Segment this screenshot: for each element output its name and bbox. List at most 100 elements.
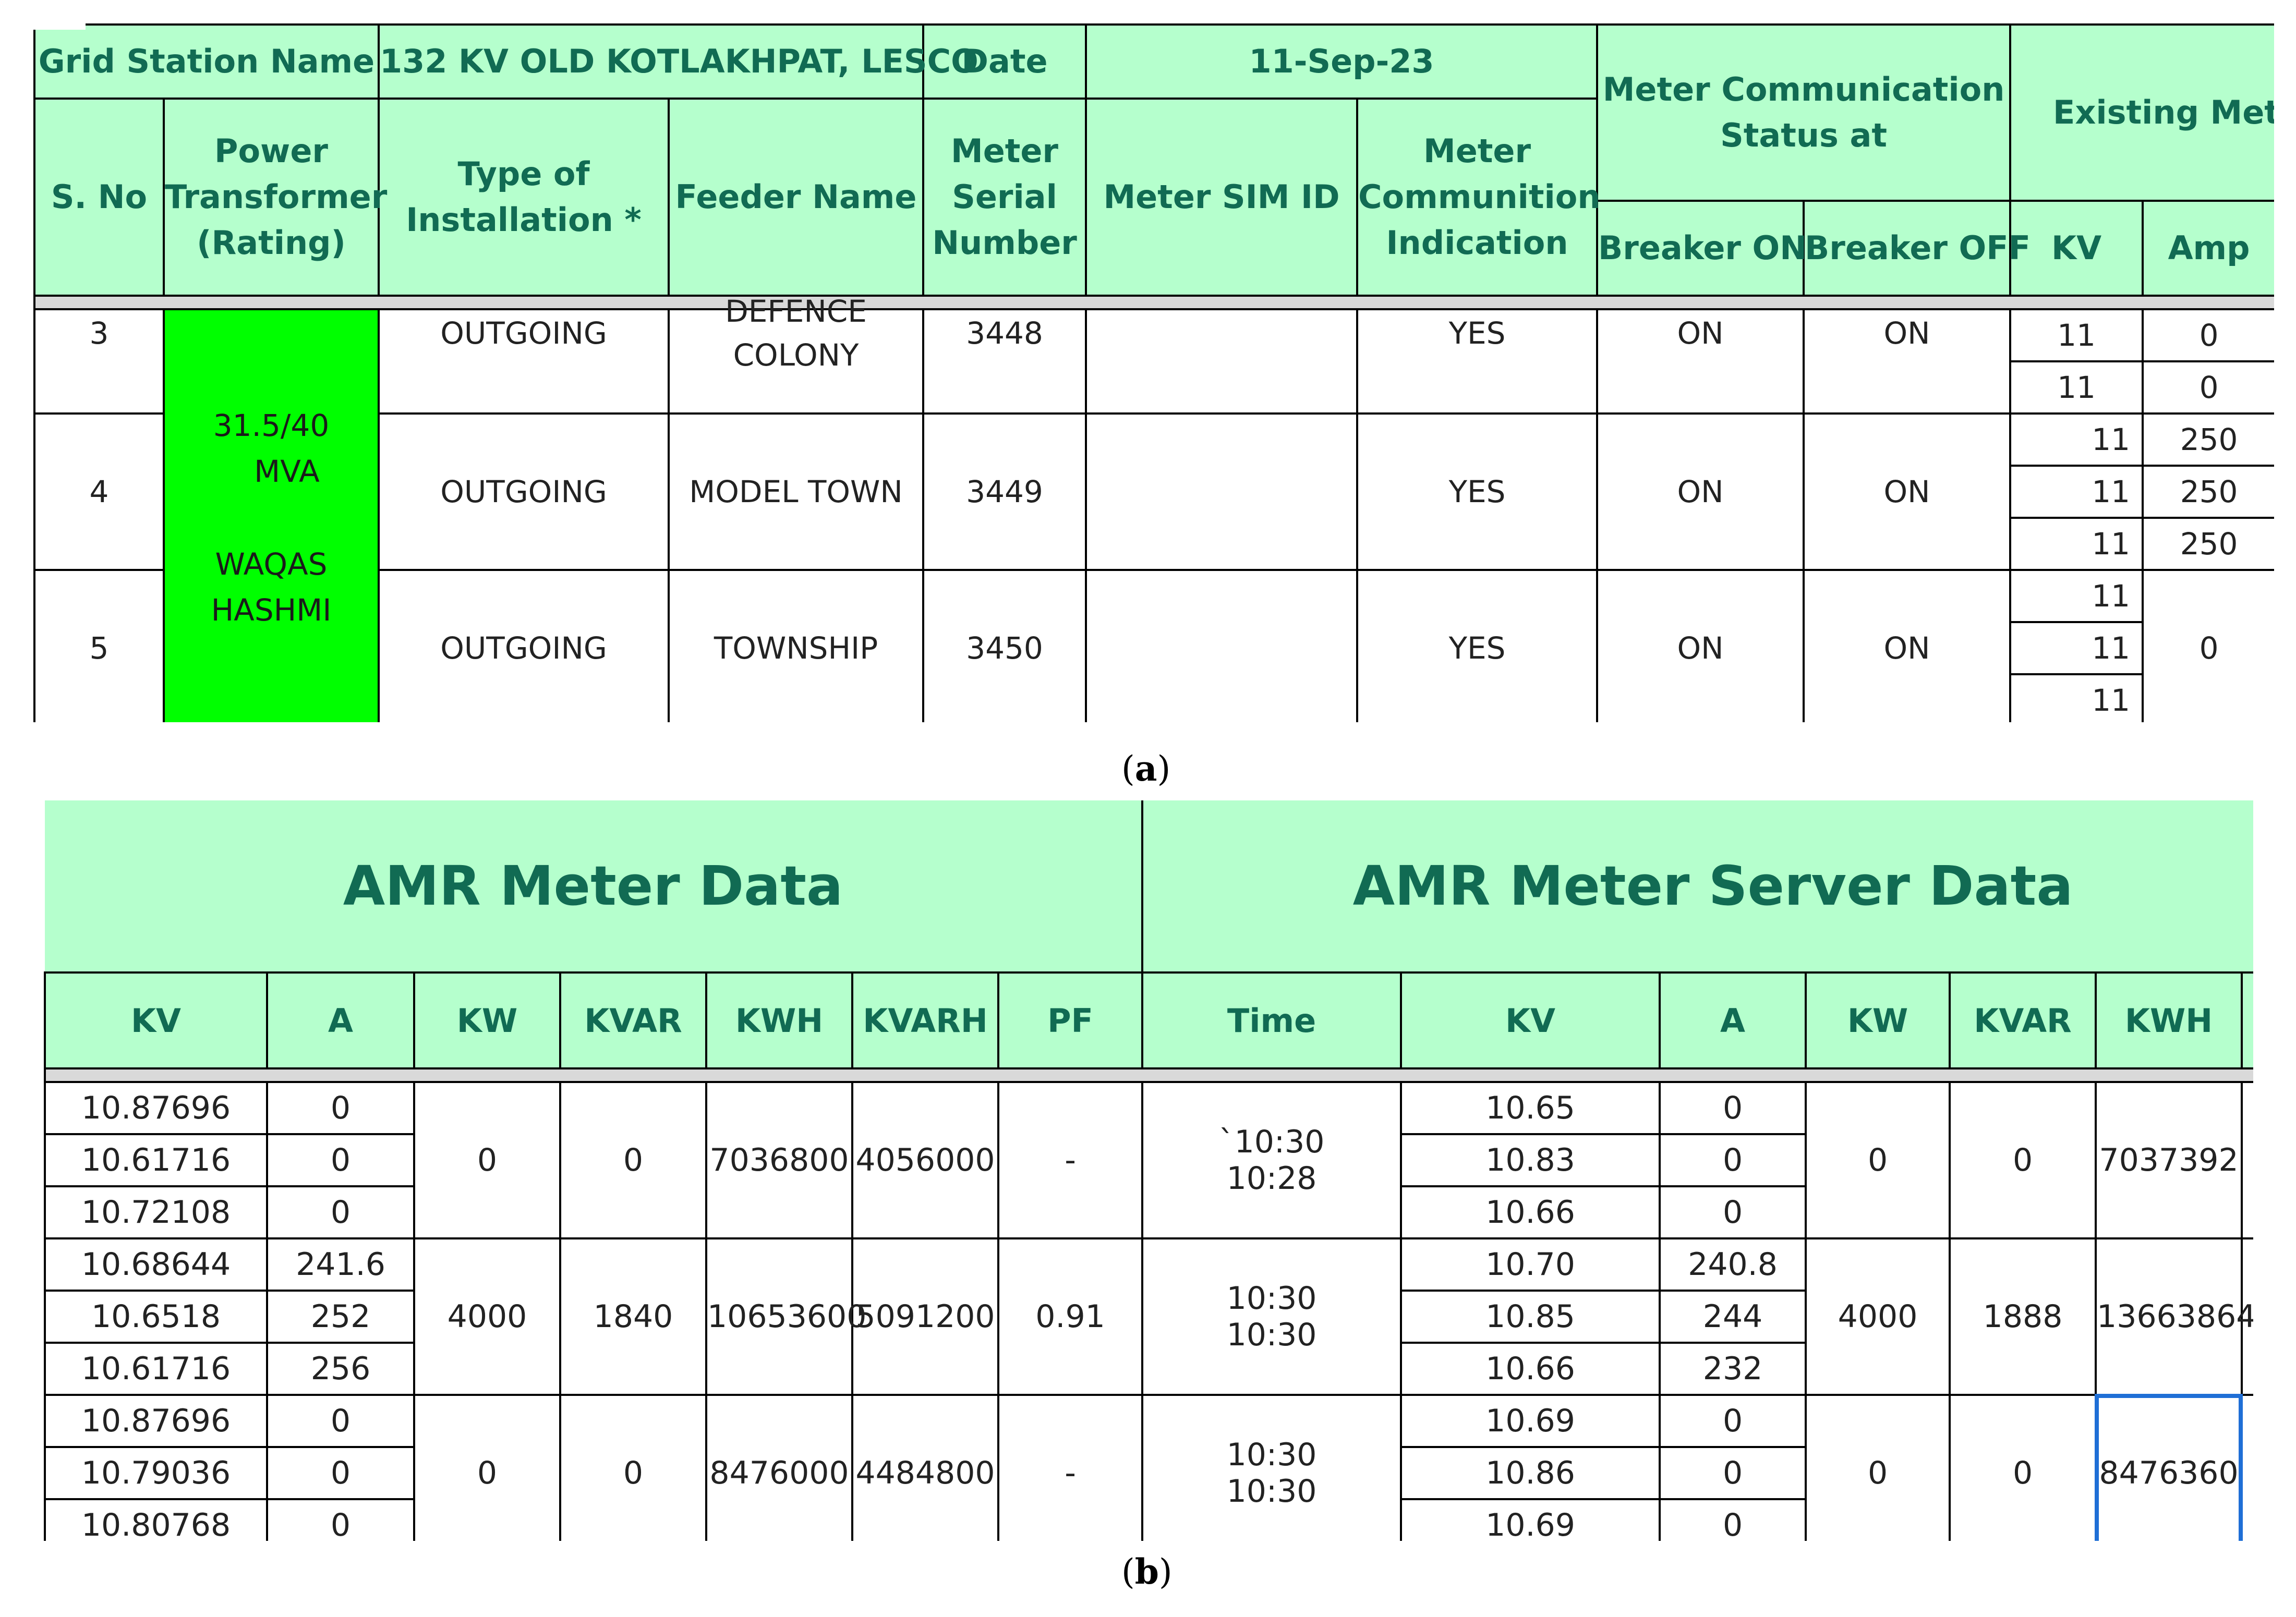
row-5-breaker-off: ON <box>1803 569 2012 722</box>
amr-col-pf: PF <box>997 971 1144 1069</box>
date-label: Date <box>922 23 1087 100</box>
table-row: 10.79036 0 10.86 0 <box>44 1446 2253 1500</box>
row-4-kv-0: 11 <box>2009 412 2144 467</box>
srv-a-cell: 0 <box>1659 1446 1807 1500</box>
amr-pf-cell: - <box>997 1394 1144 1541</box>
header-separator-b <box>44 1068 2253 1082</box>
amr-kv-cell: 10.87696 <box>44 1394 268 1448</box>
row-5-feeder: TOWNSHIP <box>667 569 925 722</box>
srv-kv-cell: 10.85 <box>1400 1290 1661 1344</box>
srv-time-cell: `10:30 10:28 <box>1141 1081 1403 1239</box>
srv-kv-cell: 10.70 <box>1400 1237 1661 1292</box>
srv-col-overflow <box>2241 971 2253 1069</box>
srv-kv-cell: 10.66 <box>1400 1342 1661 1396</box>
amr-kv-cell: 10.72108 <box>44 1185 268 1239</box>
srv-time-line2: 10:30 <box>1226 1317 1317 1353</box>
srv-a-cell: 0 <box>1659 1498 1807 1541</box>
amr-a-cell: 252 <box>266 1290 415 1344</box>
amr-col-kv: KV <box>44 971 268 1069</box>
transformer-name-line2: HASHMI <box>211 592 332 628</box>
row-5-amp-0: 0 <box>2142 569 2274 722</box>
srv-kvar-cell: 1888 <box>1949 1237 2097 1396</box>
row-4-kv-1: 11 <box>2009 465 2144 519</box>
table-row: 10.80768 0 10.69 0 <box>44 1498 2253 1541</box>
power-transformer-cell: 31.5/40 MVA WAQAS HASHMI <box>163 308 380 722</box>
amr-col-kvar: KVAR <box>559 971 707 1069</box>
row-3-kv-1: 11 <box>2009 360 2144 415</box>
amr-kv-cell: 10.79036 <box>44 1446 268 1500</box>
srv-kw-cell: 4000 <box>1805 1237 1951 1396</box>
amr-a-cell: 0 <box>266 1498 415 1541</box>
amr-kwh-cell: 8476000 <box>705 1394 853 1541</box>
meter-sim-header: Meter SIM ID <box>1085 98 1359 297</box>
srv-kw-cell: 0 <box>1805 1081 1951 1239</box>
transformer-name-line1: WAQAS <box>215 546 328 582</box>
amr-kvarh-cell: 4056000 <box>851 1081 999 1239</box>
row-4-amp-2: 250 <box>2142 517 2274 571</box>
srv-time-line1: `10:30 <box>1218 1124 1325 1160</box>
amr-kvarh-cell: 5091200 <box>851 1237 999 1396</box>
grid-station-label: Grid Station Name <box>33 23 380 100</box>
table-row: 10.61716 256 10.66 232 <box>44 1342 2253 1396</box>
amr-kw-cell: 0 <box>413 1081 561 1239</box>
srv-col-kw: KW <box>1805 971 1951 1069</box>
amr-pf-cell: 0.91 <box>997 1237 1144 1396</box>
breaker-on-header: Breaker ON <box>1596 200 1807 297</box>
amr-kwh-cell: 7036800 <box>705 1081 853 1239</box>
amr-a-cell: 0 <box>266 1133 415 1187</box>
s-no-header: S. No <box>33 98 165 297</box>
srv-a-cell: 0 <box>1659 1185 1807 1239</box>
row-5-kv-2: 11 <box>2009 673 2144 722</box>
row-3-s-no: 3 <box>33 308 165 415</box>
amr-col-kw: KW <box>413 971 561 1069</box>
amr-a-cell: 256 <box>266 1342 415 1396</box>
srv-kv-cell: 10.65 <box>1400 1081 1661 1135</box>
caption-b-letter: b <box>1134 1551 1159 1592</box>
row-5-s-no: 5 <box>33 569 165 722</box>
srv-a-cell: 0 <box>1659 1394 1807 1448</box>
header-separator <box>33 296 2274 309</box>
srv-col-kv: KV <box>1400 971 1661 1069</box>
amr-a-cell: 0 <box>266 1394 415 1448</box>
srv-a-cell: 232 <box>1659 1342 1807 1396</box>
feeder-name-header: Feeder Name <box>667 98 925 297</box>
corner-mask <box>33 23 86 30</box>
srv-kv-cell: 10.86 <box>1400 1446 1661 1500</box>
srv-time-line1: 10:30 <box>1226 1280 1317 1317</box>
srv-time-line2: 10:30 <box>1226 1473 1317 1510</box>
srv-kvar-cell: 0 <box>1949 1081 2097 1239</box>
srv-kwh-cell: 13663864 <box>2095 1237 2253 1396</box>
row-3-feeder: DEFENCE COLONY <box>667 294 925 415</box>
row-3-feeder-line1: DEFENCE <box>725 294 867 329</box>
row-3-amp-0: 0 <box>2142 308 2274 362</box>
row-4-sim <box>1085 412 1359 571</box>
table-row: 10.61716 0 10.83 0 <box>44 1133 2253 1187</box>
srv-kw-cell: 0 <box>1805 1394 1951 1541</box>
amr-col-kwh: KWH <box>705 971 853 1069</box>
row-3-amp-1: 0 <box>2142 360 2274 415</box>
srv-kwh-cell: 8476360 <box>2095 1394 2243 1541</box>
srv-kv-cell: 10.69 <box>1400 1498 1661 1541</box>
srv-a-cell: 0 <box>1659 1081 1807 1135</box>
srv-kvar-cell: 0 <box>1949 1394 2097 1541</box>
srv-kv-cell: 10.69 <box>1400 1394 1661 1448</box>
grid-station-value: 132 KV OLD KOTLAKHPAT, LESCO <box>377 23 978 100</box>
row-5-type: OUTGOING <box>378 569 670 722</box>
breaker-off-header: Breaker OFF <box>1803 200 2031 297</box>
srv-time-line1: 10:30 <box>1226 1437 1317 1473</box>
row-5-comm: YES <box>1356 569 1599 722</box>
amr-data-body: 10.87696 0 0 0 7036800 4056000- `10:30 10:28 10.… <box>44 1081 2253 1541</box>
amp-header: Amp <box>2142 200 2274 297</box>
row-5-kv-0: 11 <box>2009 569 2144 623</box>
srv-col-time: Time <box>1141 971 1403 1069</box>
transformer-rating-line1: 31.5/40 <box>213 408 330 443</box>
srv-kv-cell: 10.83 <box>1400 1133 1661 1187</box>
srv-a-cell: 0 <box>1659 1133 1807 1187</box>
row-5-serial: 3450 <box>922 569 1087 722</box>
amr-kvar-cell: 0 <box>559 1081 707 1239</box>
table-row: 10.87696 0 0 0 7036800 4056000- `10:30 10:28 10.… <box>44 1081 2253 1239</box>
amr-kv-cell: 10.87696 <box>44 1081 268 1135</box>
amr-kv-cell: 10.68644 <box>44 1237 268 1292</box>
row-3-sim <box>1085 308 1359 415</box>
caption-a-letter: a <box>1134 748 1157 789</box>
